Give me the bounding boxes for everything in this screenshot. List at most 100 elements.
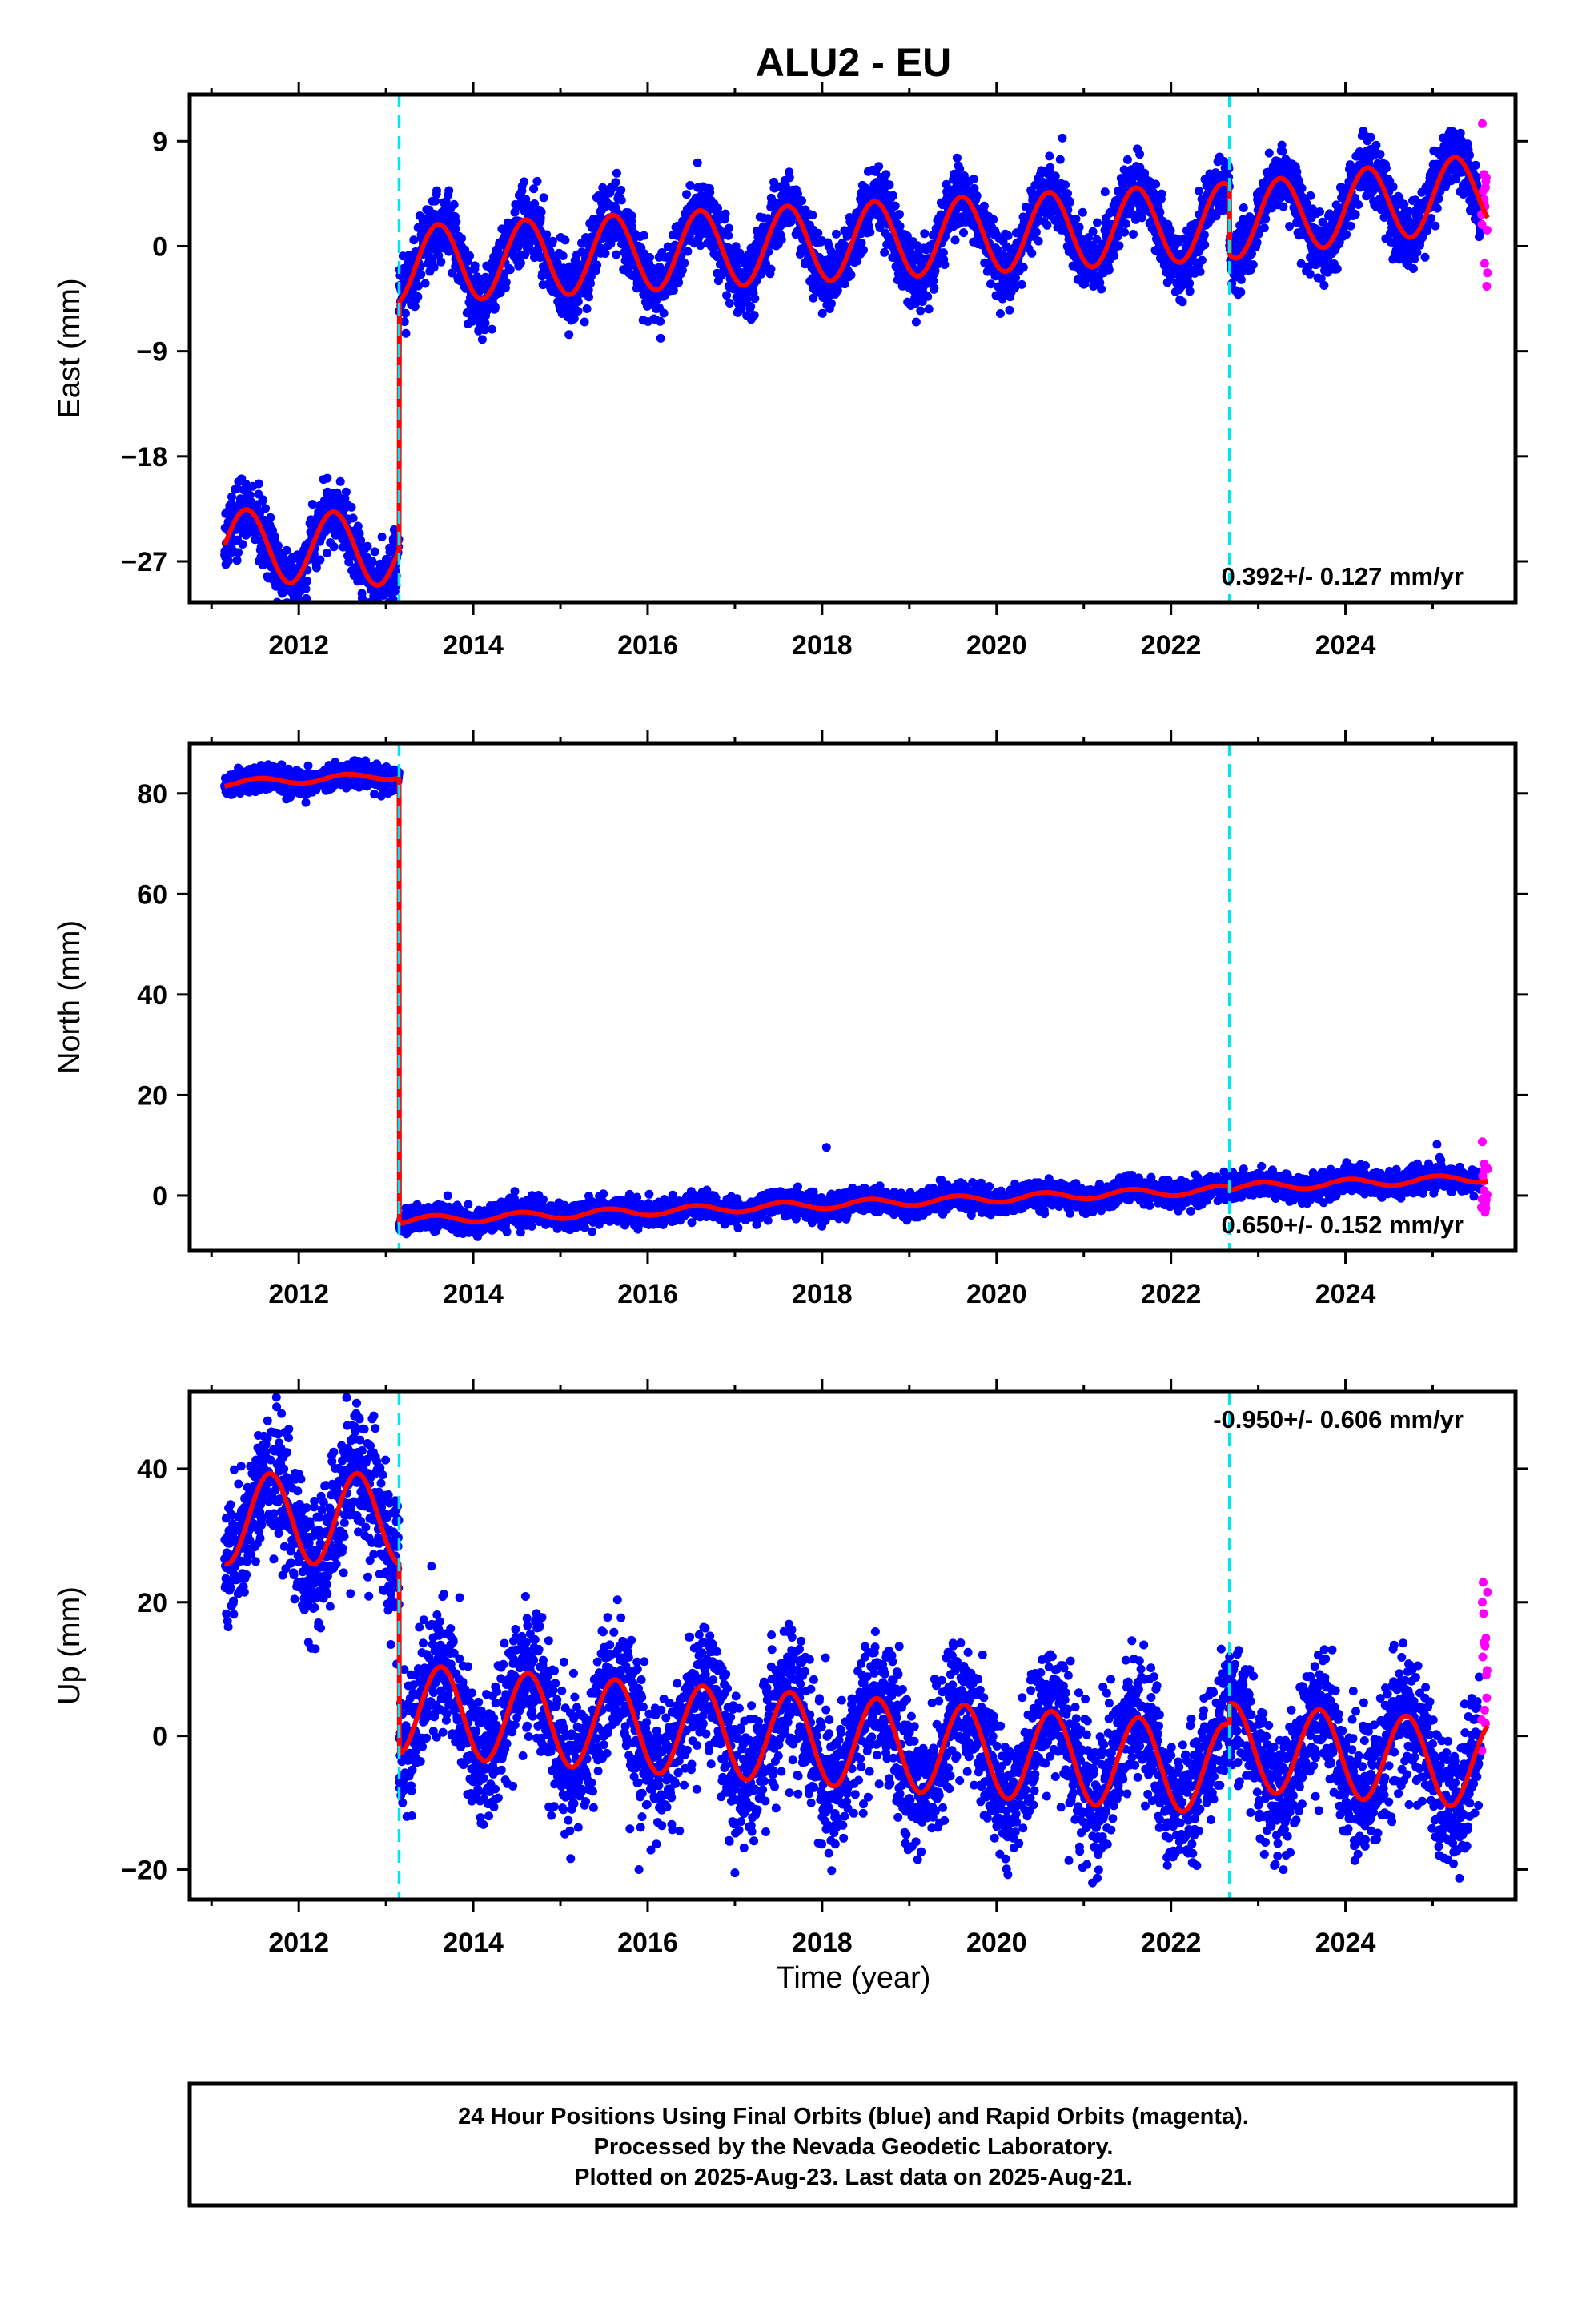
final-point	[1200, 240, 1210, 250]
final-point	[1045, 151, 1054, 161]
final-point	[721, 209, 730, 219]
final-point	[470, 261, 480, 271]
final-point	[1157, 189, 1166, 199]
final-point	[785, 173, 794, 183]
final-point	[477, 335, 487, 344]
final-point	[1305, 269, 1315, 279]
final-point	[1063, 189, 1072, 199]
final-point	[1005, 305, 1014, 315]
final-point	[227, 492, 236, 501]
final-point	[315, 555, 325, 565]
final-point	[685, 181, 695, 190]
final-point	[639, 231, 648, 240]
final-point	[1351, 210, 1360, 219]
final-point	[344, 557, 354, 567]
final-point	[323, 473, 332, 483]
final-point	[1034, 236, 1043, 246]
final-point	[1236, 275, 1246, 284]
final-point	[232, 484, 242, 493]
final-point	[465, 251, 475, 260]
final-point	[377, 532, 387, 541]
final-point	[1061, 180, 1070, 190]
final-point	[356, 536, 366, 545]
final-point	[569, 314, 579, 324]
final-point	[1332, 264, 1342, 274]
final-point	[1135, 150, 1145, 159]
final-point	[693, 158, 702, 167]
final-point	[501, 278, 511, 287]
final-point	[766, 264, 776, 274]
final-point	[420, 279, 430, 288]
final-point	[1155, 207, 1165, 217]
final-point	[952, 153, 962, 163]
final-point	[1404, 207, 1413, 216]
final-point	[959, 228, 968, 238]
panel-east: 2012 2014 2016 2018 2020 2022 2024−27−18−909Ea…	[53, 82, 1528, 661]
final-point	[573, 307, 583, 316]
final-point	[1264, 148, 1274, 158]
final-point	[600, 249, 610, 258]
final-point	[363, 541, 372, 551]
final-point	[725, 223, 733, 233]
final-point	[261, 504, 271, 513]
final-point	[1381, 163, 1391, 173]
final-point	[573, 297, 583, 306]
final-point	[1120, 227, 1129, 237]
final-point	[865, 227, 875, 237]
final-point	[254, 479, 263, 489]
final-point	[258, 495, 267, 505]
final-point	[1071, 214, 1081, 223]
final-point	[827, 299, 836, 308]
final-point	[431, 196, 440, 206]
final-point	[592, 260, 602, 270]
final-point	[401, 328, 411, 338]
final-point	[301, 584, 311, 593]
final-point	[682, 190, 691, 199]
final-point	[972, 191, 982, 200]
final-point	[449, 199, 459, 209]
final-point	[451, 224, 460, 234]
final-point	[1319, 281, 1329, 290]
figure-title: ALU2 - EU	[756, 40, 951, 85]
final-point	[797, 196, 806, 206]
final-point	[889, 191, 897, 200]
final-point	[1166, 226, 1175, 235]
final-point	[659, 308, 669, 318]
final-point	[410, 302, 420, 312]
final-point	[924, 304, 934, 314]
final-point	[271, 534, 279, 544]
final-point	[584, 292, 593, 302]
final-point	[329, 542, 339, 552]
final-point	[1078, 207, 1087, 217]
final-point	[302, 593, 311, 602]
final-point	[683, 247, 693, 256]
final-point	[1055, 155, 1065, 164]
final-point	[1050, 171, 1060, 181]
final-point	[303, 577, 311, 585]
final-point	[1261, 214, 1271, 223]
final-point	[355, 529, 364, 538]
final-point	[223, 556, 233, 565]
final-point	[1366, 132, 1375, 142]
final-point	[539, 193, 548, 203]
final-point	[1017, 279, 1026, 289]
final-point	[725, 299, 734, 308]
final-point	[491, 303, 500, 312]
final-point	[238, 540, 247, 549]
final-point	[656, 316, 665, 326]
final-point	[1297, 183, 1307, 193]
final-point	[1371, 140, 1381, 150]
final-point	[1097, 284, 1106, 294]
final-point	[1199, 230, 1209, 239]
final-point	[940, 260, 950, 269]
final-point	[564, 330, 574, 340]
final-point	[1122, 155, 1132, 164]
final-point	[429, 263, 439, 272]
final-point	[1110, 251, 1119, 261]
final-point	[885, 180, 894, 190]
final-point	[969, 175, 978, 184]
final-point	[1315, 207, 1324, 216]
final-point	[627, 211, 636, 220]
final-point	[1018, 263, 1028, 272]
final-point	[232, 556, 242, 565]
